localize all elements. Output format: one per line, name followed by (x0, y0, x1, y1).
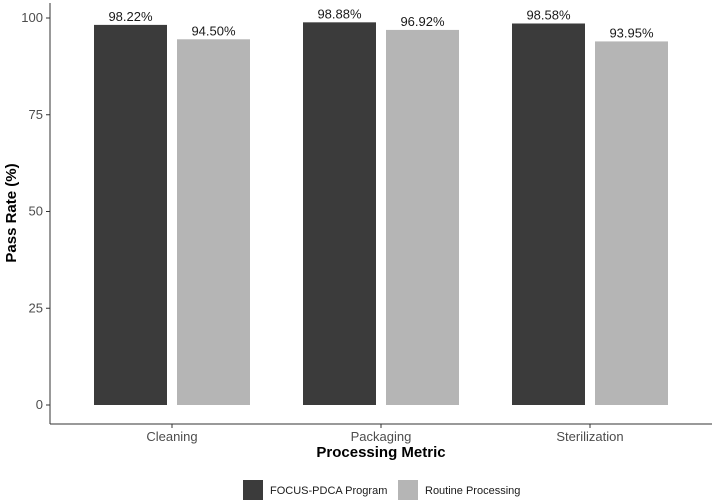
y-tick-label: 50 (29, 204, 43, 219)
y-ticks: 0 25 50 75 100 (21, 10, 50, 412)
x-tick-label: Packaging (351, 429, 412, 444)
bar-value-label: 98.22% (108, 9, 153, 24)
x-axis-title: Processing Metric (316, 444, 445, 461)
legend-swatch-focus-pdca (243, 480, 263, 500)
x-tick-label: Cleaning (146, 429, 197, 444)
bar-sterilization-focus-pdca (512, 23, 585, 406)
bar-value-label: 98.58% (526, 7, 571, 22)
legend: FOCUS-PDCA Program Routine Processing (243, 480, 520, 500)
legend-swatch-routine (398, 480, 418, 500)
bar-value-label: 96.92% (400, 14, 445, 29)
bar-cleaning-routine (177, 39, 250, 405)
x-tick-label: Sterilization (556, 429, 623, 444)
bar-value-labels: 98.22% 94.50% 98.88% 96.92% 98.58% 93.95% (108, 6, 654, 40)
bar-sterilization-routine (595, 41, 668, 405)
y-tick-label: 100 (21, 10, 43, 25)
bar-cleaning-focus-pdca (94, 24, 167, 405)
y-tick-label: 75 (29, 107, 43, 122)
bar-value-label: 93.95% (609, 25, 654, 40)
bars (94, 22, 668, 406)
legend-label-focus-pdca: FOCUS-PDCA Program (270, 485, 387, 497)
bar-packaging-routine (386, 29, 459, 406)
bar-value-label: 98.88% (317, 6, 362, 21)
bar-packaging-focus-pdca (303, 22, 376, 405)
x-ticks: Cleaning Packaging Sterilization (146, 424, 624, 444)
y-tick-label: 0 (36, 397, 43, 412)
y-axis-title: Pass Rate (%) (3, 163, 20, 262)
y-tick-label: 25 (29, 300, 43, 315)
bar-value-label: 94.50% (191, 23, 236, 38)
legend-label-routine: Routine Processing (425, 485, 520, 497)
